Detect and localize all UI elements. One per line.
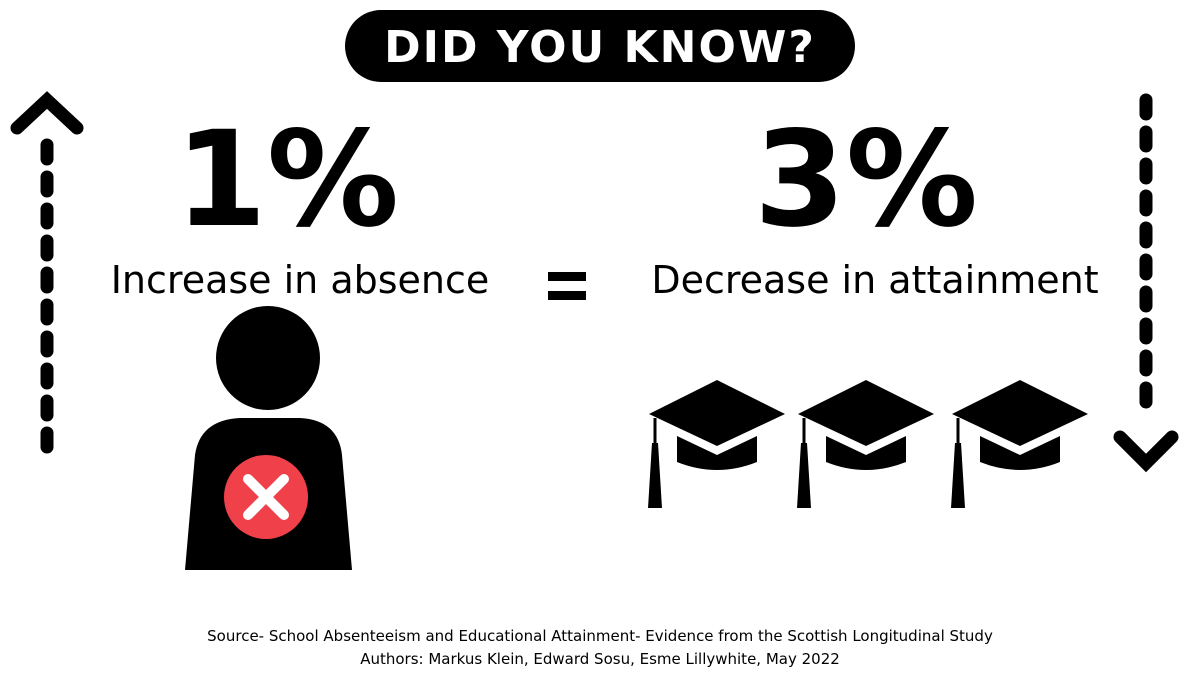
grad-cap: [797, 380, 934, 508]
source-line: Source- School Absenteeism and Education…: [207, 627, 993, 645]
authors-line: Authors: Markus Klein, Edward Sosu, Esme…: [360, 650, 840, 668]
down-arrow: [1113, 93, 1179, 473]
grad-cap: [648, 380, 785, 508]
equals-sign: [548, 272, 586, 300]
title-pill: [345, 10, 855, 82]
grad-caps: [648, 380, 1088, 508]
right-stat: 3%: [754, 103, 978, 257]
right-label: Decrease in attainment: [651, 258, 1098, 302]
title: DID YOU KNOW?: [384, 22, 816, 73]
up-arrow: [10, 91, 84, 469]
left-label: Increase in absence: [111, 258, 490, 302]
person-icon: [185, 306, 352, 570]
grad-cap: [951, 380, 1088, 508]
left-stat: 1%: [175, 103, 399, 257]
